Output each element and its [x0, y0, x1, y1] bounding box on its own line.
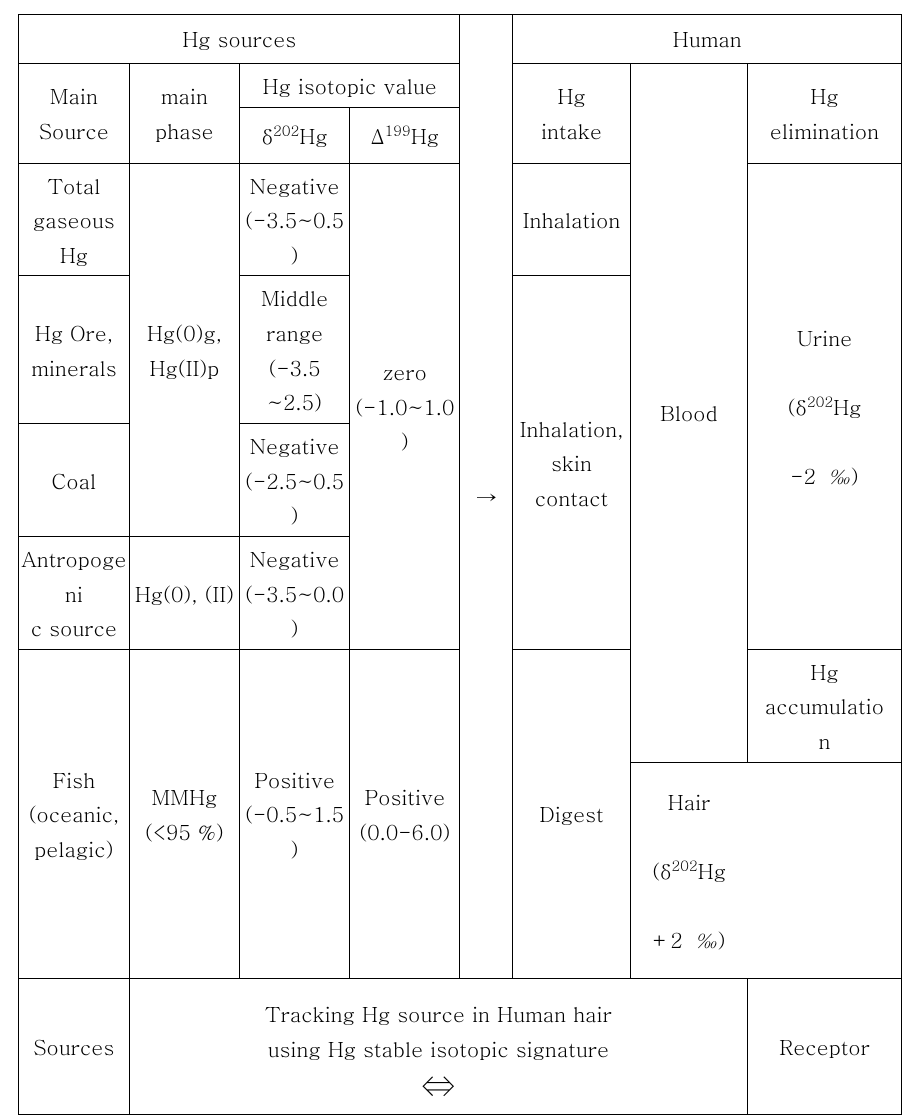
d202-hg-ore: Middle range (-3.5 ~2.5) [239, 276, 349, 424]
footer-tracking: Tracking Hg source in Human hair using H… [129, 978, 747, 1114]
header-Delta199: Δ199Hg [350, 107, 460, 163]
intake-inhalation: Inhalation [513, 163, 630, 276]
row-total-gaseous: Total gaseous Hg [19, 163, 129, 276]
phase-hg0-hg2: Hg(0)g, Hg(II)p [129, 163, 239, 536]
footer-receptor: Receptor [747, 978, 901, 1114]
intake-digest: Digest [513, 649, 630, 978]
header-delta202: δ202Hg [239, 107, 349, 163]
d202-total-gaseous: Negative (-3.5~0.5) [239, 163, 349, 276]
row-fish: Fish (oceanic, pelagic) [19, 649, 129, 978]
d199-fish: Positive (0.0-6.0) [350, 649, 460, 978]
header-human: Human [513, 15, 901, 63]
elim-hg-accum: Hg accumulatio n [747, 649, 901, 762]
elim-urine: Urine(δ202Hg-2 ‰) [747, 163, 901, 649]
footer-line1: Tracking Hg source in Human hair [132, 996, 745, 1031]
hg-sources-human-table: Hg sources → Human Main Source main phas… [19, 15, 901, 1114]
elim-hair: Hair(δ202Hg+2 ‰) [630, 762, 747, 978]
phase-mmhg: MMHg (<95 %) [129, 649, 239, 978]
row-anthro: Antropogeni c source [19, 536, 129, 649]
double-arrow-icon: ⇔ [132, 1065, 745, 1103]
header-main-source: Main Source [19, 63, 129, 163]
d202-anthro: Negative (-3.5~0.0) [239, 536, 349, 649]
footer-line2: using Hg stable isotopic signature [132, 1031, 745, 1066]
d202-coal: Negative (-2.5~0.5) [239, 423, 349, 536]
header-hg-intake: Hg intake [513, 63, 630, 163]
header-main-phase: main phase [129, 63, 239, 163]
header-hg-sources: Hg sources [19, 15, 460, 63]
phase-hg0-ii: Hg(0), (II) [129, 536, 239, 649]
d199-zero: zero (-1.0~1.0) [350, 163, 460, 649]
arrow-column: → [460, 15, 513, 978]
intake-inh-skin: Inhalation, skin contact [513, 276, 630, 649]
header-hg-isotopic-value: Hg isotopic value [239, 63, 459, 107]
footer-sources: Sources [19, 978, 129, 1114]
table-container: Hg sources → Human Main Source main phas… [18, 14, 902, 1115]
row-hg-ore: Hg Ore, minerals [19, 276, 129, 424]
right-arrow-icon: → [476, 481, 497, 511]
d202-fish: Positive (-0.5~1.5) [239, 649, 349, 978]
header-hg-elimination: Hg elimination [747, 63, 901, 163]
cell-blood: Blood [630, 63, 747, 762]
row-coal: Coal [19, 423, 129, 536]
